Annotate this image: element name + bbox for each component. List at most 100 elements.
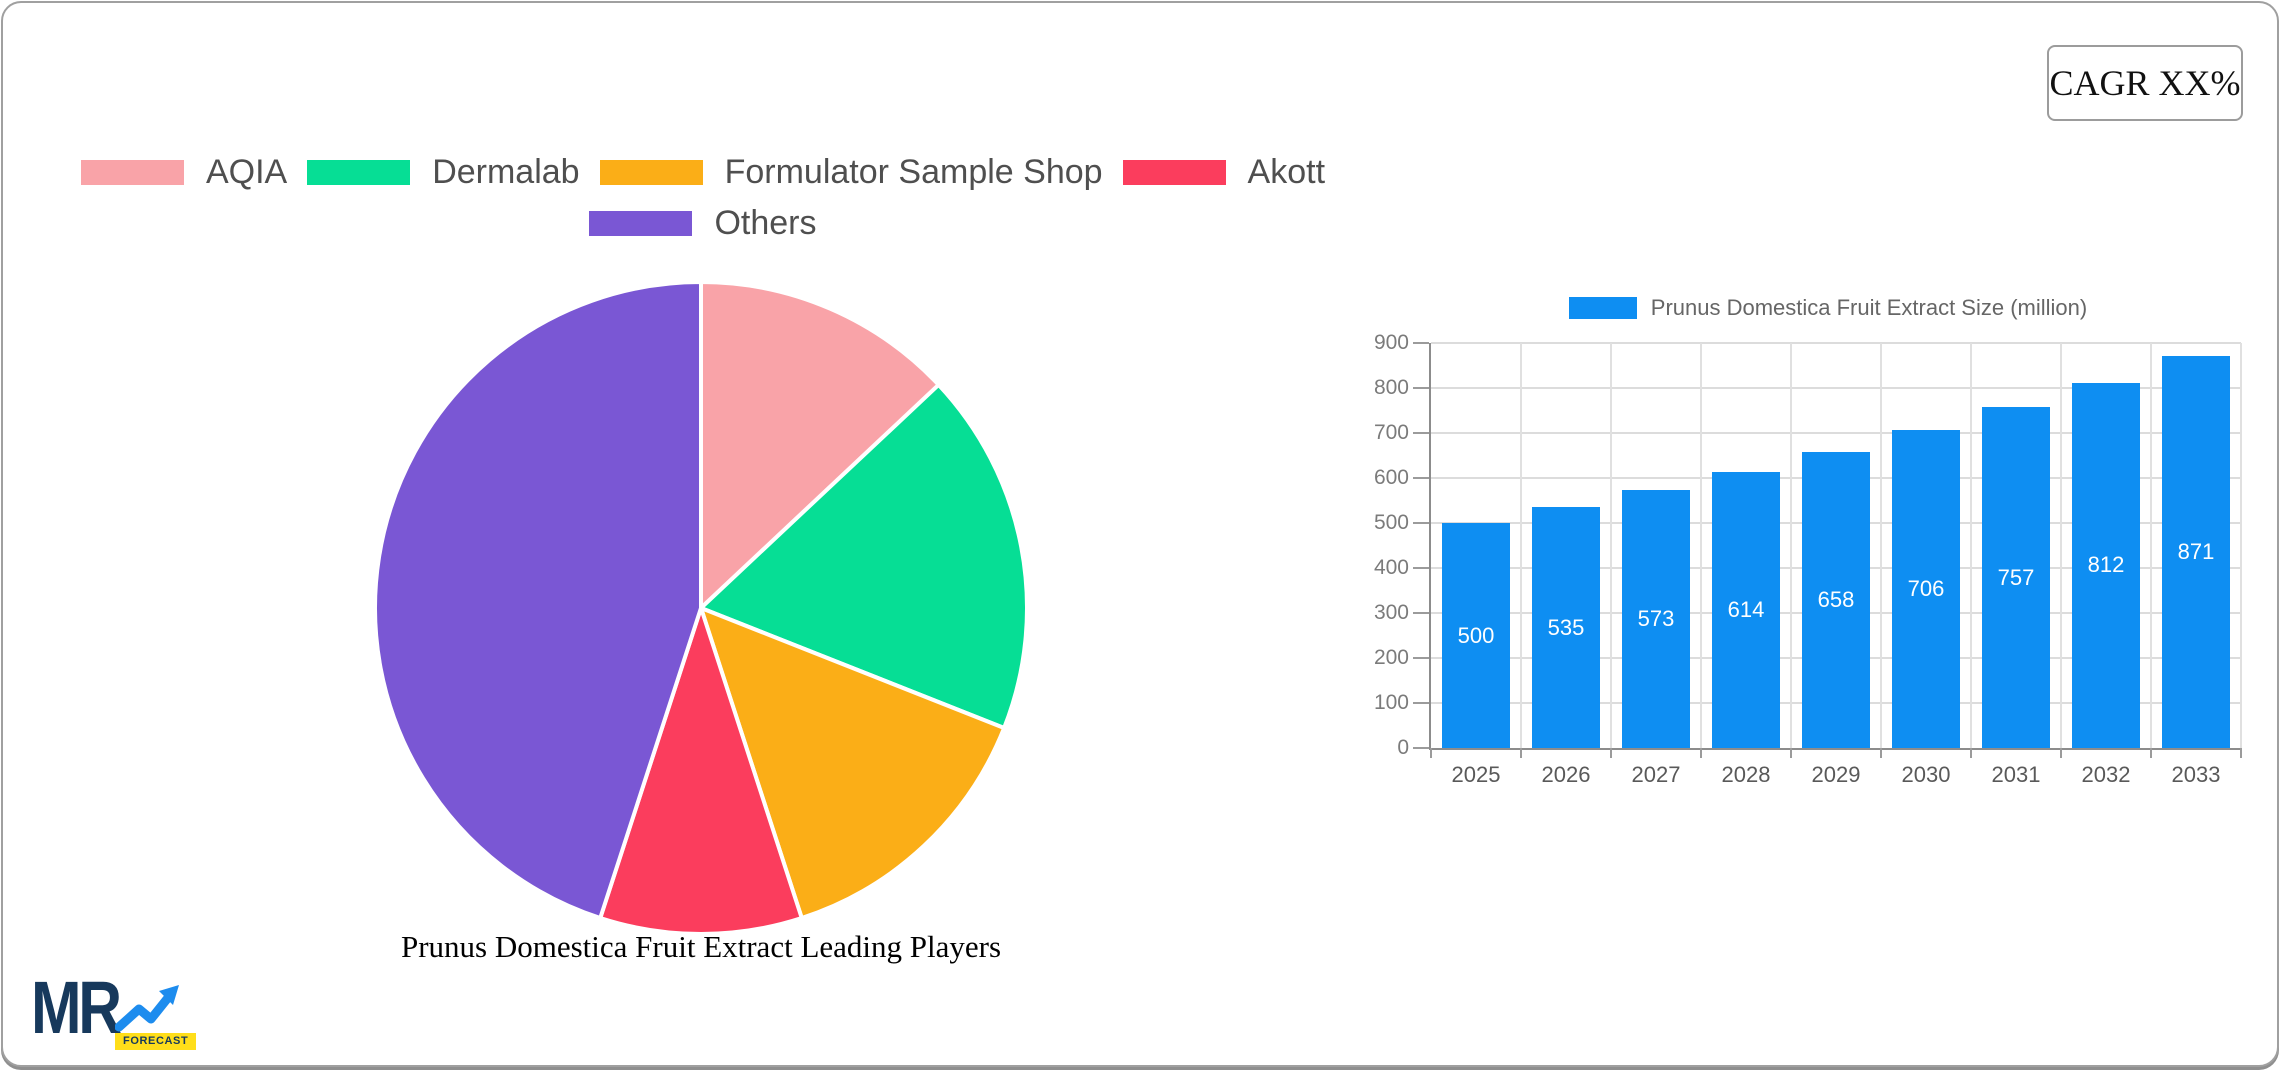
x-tick (1880, 748, 1882, 758)
legend-item-dermalab[interactable]: Dermalab (307, 153, 580, 192)
gridline-vertical (1700, 343, 1702, 748)
y-tick (1413, 747, 1429, 749)
y-axis-label: 800 (1373, 376, 1409, 399)
x-tick (2060, 748, 2062, 758)
bar-plot-area: 0 100 200 300 400 500 600 700 800 900 500 2025 535 20… (1374, 331, 2242, 787)
gridline-vertical (1520, 343, 1522, 748)
bar-chart-legend[interactable]: Prunus Domestica Fruit Extract Size (mil… (1393, 295, 2263, 321)
pie-slice-akott[interactable] (598, 606, 804, 935)
y-axis-label: 200 (1373, 646, 1409, 669)
cagr-badge: CAGR XX% (2047, 45, 2243, 121)
legend-item-others[interactable]: Others (589, 204, 817, 243)
y-tick (1413, 387, 1429, 389)
x-tick (2150, 748, 2152, 758)
gridline-horizontal (1431, 432, 2241, 434)
x-tick (1790, 748, 1792, 758)
legend-label: Akott (1247, 153, 1326, 191)
pie-chart (373, 280, 1029, 935)
y-tick (1413, 477, 1429, 479)
y-tick (1413, 657, 1429, 659)
pie-slice-aqia[interactable] (699, 280, 941, 610)
bar-value-label: 535 (1547, 614, 1585, 640)
gridline-vertical (1970, 343, 1972, 748)
gridline-vertical (1880, 343, 1882, 748)
mr-forecast-logo: MR FORECAST (31, 971, 251, 1063)
legend-item-formulator-sample-shop[interactable]: Formulator Sample Shop (599, 153, 1103, 192)
x-tick (2240, 748, 2242, 758)
y-axis-line (1429, 343, 1431, 748)
x-axis-label: 2033 (2171, 762, 2221, 787)
legend-item-aqia[interactable]: AQIA (80, 153, 288, 192)
x-axis-label: 2029 (1811, 762, 1861, 787)
bar-2026[interactable]: 535 (1532, 507, 1600, 748)
bar-2032[interactable]: 812 (2072, 382, 2140, 748)
pie-title: Prunus Domestica Fruit Extract Leading P… (400, 929, 1002, 964)
gridline-horizontal (1431, 387, 2241, 389)
legend-label: AQIA (205, 153, 288, 191)
gridline-vertical (2240, 343, 2242, 748)
legend-label: Formulator Sample Shop (724, 153, 1103, 191)
bar-value-label: 871 (2177, 539, 2215, 565)
y-axis-label: 300 (1373, 601, 1409, 624)
x-axis-line (1429, 748, 2241, 750)
logo-badge: FORECAST (115, 1033, 197, 1050)
pie-slice-dermalab[interactable] (699, 382, 1029, 731)
bar-2031[interactable]: 757 (1982, 407, 2050, 748)
y-axis-label: 900 (1373, 331, 1409, 354)
gridline-vertical (1610, 343, 1612, 748)
y-axis-label: 100 (1373, 691, 1409, 714)
gridline-vertical (1790, 343, 1792, 748)
bar-legend-label: Prunus Domestica Fruit Extract Size (mil… (1650, 295, 2088, 320)
pie-slice-others[interactable] (373, 280, 703, 921)
y-tick (1413, 522, 1429, 524)
x-tick (1520, 748, 1522, 758)
x-tick (1970, 748, 1972, 758)
legend-swatch (80, 160, 184, 185)
bar-value-label: 500 (1457, 622, 1495, 648)
y-tick (1413, 342, 1429, 344)
y-axis-label: 400 (1373, 556, 1409, 579)
x-tick (1610, 748, 1612, 758)
y-tick (1413, 702, 1429, 704)
cagr-label: CAGR XX% (2049, 63, 2241, 103)
gridline-horizontal (1431, 342, 2241, 344)
x-axis-label: 2028 (1721, 762, 1771, 787)
legend-row: Others (589, 204, 817, 243)
bar-2025[interactable]: 500 (1442, 523, 1510, 748)
x-axis-label: 2032 (2081, 762, 2131, 787)
bar-legend-swatch (1568, 297, 1637, 319)
x-axis-label: 2031 (1991, 762, 2041, 787)
x-tick (1430, 748, 1432, 758)
bar-2030[interactable]: 706 (1892, 430, 1960, 748)
bar-chart: Prunus Domestica Fruit Extract Size (mil… (1374, 291, 2263, 831)
bar-value-label: 757 (1997, 564, 2035, 590)
legend-swatch (589, 211, 693, 236)
y-axis-label: 700 (1373, 421, 1409, 444)
x-axis-label: 2030 (1901, 762, 1951, 787)
bar-2029[interactable]: 658 (1802, 451, 1870, 748)
y-axis-label: 500 (1373, 511, 1409, 534)
legend-swatch (307, 160, 411, 185)
y-tick (1413, 567, 1429, 569)
y-tick (1413, 612, 1429, 614)
x-axis-label: 2027 (1631, 762, 1681, 787)
legend-row: AQIA Dermalab Formulator Sample Shop Akott (80, 153, 1326, 192)
bar-2027[interactable]: 573 (1622, 490, 1690, 748)
x-axis-label: 2026 (1541, 762, 1591, 787)
bar-value-label: 658 (1817, 586, 1855, 612)
legend-swatch (1122, 160, 1226, 185)
bar-2028[interactable]: 614 (1712, 471, 1780, 748)
legend-label: Dermalab (432, 153, 580, 191)
y-axis-label: 600 (1373, 466, 1409, 489)
bar-value-label: 706 (1907, 576, 1945, 602)
legend-label: Others (714, 204, 817, 242)
bar-2033[interactable]: 871 (2162, 356, 2230, 748)
bar-value-label: 812 (2087, 552, 2125, 578)
x-axis-label: 2025 (1451, 762, 1501, 787)
legend-item-akott[interactable]: Akott (1122, 153, 1326, 192)
trend-arrow-icon (115, 985, 179, 1032)
gridline-vertical (2150, 343, 2152, 748)
bar-value-label: 573 (1637, 606, 1675, 632)
bar-value-label: 614 (1727, 596, 1765, 622)
